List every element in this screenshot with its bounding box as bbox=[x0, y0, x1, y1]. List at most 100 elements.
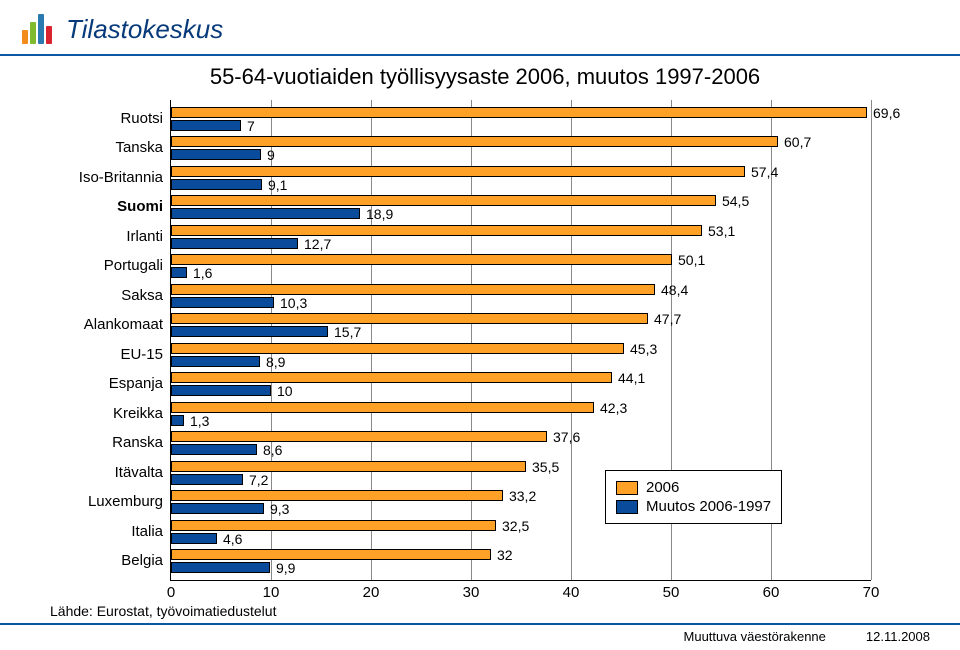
footer: Muuttuva väestörakenne 12.11.2008 bbox=[0, 623, 960, 644]
bar-2006-value: 42,3 bbox=[600, 400, 627, 416]
x-tick-label: 50 bbox=[663, 584, 680, 601]
bar-change bbox=[171, 533, 217, 544]
bar-change bbox=[171, 444, 257, 455]
bar-change-value: 10,3 bbox=[280, 295, 307, 311]
x-tick-label: 60 bbox=[763, 584, 780, 601]
logo-icon bbox=[18, 10, 56, 48]
bar-change bbox=[171, 356, 260, 367]
bar-change bbox=[171, 267, 187, 278]
x-tick-label: 20 bbox=[363, 584, 380, 601]
bar-2006-value: 44,1 bbox=[618, 370, 645, 386]
bar-2006 bbox=[171, 372, 612, 383]
bar-change bbox=[171, 238, 298, 249]
bar-change bbox=[171, 120, 241, 131]
bar-2006-value: 60,7 bbox=[784, 134, 811, 150]
category-label: Irlanti bbox=[43, 223, 163, 251]
bar-change-value: 9 bbox=[267, 147, 275, 163]
bar-2006 bbox=[171, 343, 624, 354]
bar-2006 bbox=[171, 254, 672, 265]
bar-2006-value: 32,5 bbox=[502, 518, 529, 534]
category-label: Espanja bbox=[43, 370, 163, 398]
chart-row: EU-1545,38,9 bbox=[171, 340, 871, 370]
bar-2006 bbox=[171, 549, 491, 560]
chart-row: Iso-Britannia57,49,1 bbox=[171, 163, 871, 193]
chart-row: Tanska60,79 bbox=[171, 134, 871, 164]
category-label: Ranska bbox=[43, 429, 163, 457]
bar-change-value: 1,3 bbox=[190, 413, 209, 429]
bar-2006-value: 35,5 bbox=[532, 459, 559, 475]
category-label: Luxemburg bbox=[43, 488, 163, 516]
bar-2006 bbox=[171, 136, 778, 147]
category-label: Portugali bbox=[43, 252, 163, 280]
bar-change bbox=[171, 149, 261, 160]
bar-2006-value: 53,1 bbox=[708, 223, 735, 239]
category-label: Iso-Britannia bbox=[43, 164, 163, 192]
category-label: Kreikka bbox=[43, 400, 163, 428]
chart-row: Kreikka42,31,3 bbox=[171, 399, 871, 429]
bar-2006-value: 50,1 bbox=[678, 252, 705, 268]
bar-2006-value: 57,4 bbox=[751, 164, 778, 180]
bar-2006 bbox=[171, 107, 867, 118]
category-label: Ruotsi bbox=[43, 105, 163, 133]
bar-2006 bbox=[171, 402, 594, 413]
chart-row: Alankomaat47,715,7 bbox=[171, 311, 871, 341]
category-label: Belgia bbox=[43, 547, 163, 575]
bar-change-value: 4,6 bbox=[223, 531, 242, 547]
legend-label-change: Muutos 2006-1997 bbox=[646, 498, 771, 515]
category-label: Italia bbox=[43, 518, 163, 546]
chart-row: Belgia329,9 bbox=[171, 547, 871, 577]
bar-change-value: 9,1 bbox=[268, 177, 287, 193]
bar-2006-value: 69,6 bbox=[873, 105, 900, 121]
header-divider bbox=[0, 54, 960, 56]
bar-2006-value: 37,6 bbox=[553, 429, 580, 445]
footer-right: 12.11.2008 bbox=[866, 629, 930, 644]
bar-2006 bbox=[171, 461, 526, 472]
legend-swatch-2006 bbox=[616, 481, 638, 495]
chart-row: Espanja44,110 bbox=[171, 370, 871, 400]
chart-row: Portugali50,11,6 bbox=[171, 252, 871, 282]
brand-name: Tilastokeskus bbox=[66, 14, 223, 45]
bar-2006 bbox=[171, 520, 496, 531]
chart-row: Suomi54,518,9 bbox=[171, 193, 871, 223]
bar-2006 bbox=[171, 166, 745, 177]
bar-change-value: 15,7 bbox=[334, 324, 361, 340]
source-text: Lähde: Eurostat, työvoimatiedustelut bbox=[50, 603, 920, 619]
bar-change bbox=[171, 179, 262, 190]
bar-change bbox=[171, 385, 271, 396]
bar-2006-value: 45,3 bbox=[630, 341, 657, 357]
bar-change-value: 7,2 bbox=[249, 472, 268, 488]
bar-change-value: 1,6 bbox=[193, 265, 212, 281]
bar-2006 bbox=[171, 195, 716, 206]
bar-change bbox=[171, 415, 184, 426]
bar-change bbox=[171, 297, 274, 308]
legend-item-change: Muutos 2006-1997 bbox=[616, 498, 771, 515]
bar-change bbox=[171, 208, 360, 219]
category-label: Suomi bbox=[43, 193, 163, 221]
chart-title: 55-64-vuotiaiden työllisyysaste 2006, mu… bbox=[50, 64, 920, 90]
bar-change-value: 8,9 bbox=[266, 354, 285, 370]
bar-change-value: 18,9 bbox=[366, 206, 393, 222]
legend-item-2006: 2006 bbox=[616, 479, 771, 496]
bar-2006-value: 47,7 bbox=[654, 311, 681, 327]
bar-change-value: 12,7 bbox=[304, 236, 331, 252]
chart-plot: 010203040506070Ruotsi69,67Tanska60,79Iso… bbox=[170, 100, 871, 581]
bar-change-value: 9,9 bbox=[276, 560, 295, 576]
chart-row: Ranska37,68,6 bbox=[171, 429, 871, 459]
chart-row: Saksa48,410,3 bbox=[171, 281, 871, 311]
bar-2006 bbox=[171, 490, 503, 501]
x-tick-label: 70 bbox=[863, 584, 880, 601]
chart-row: Irlanti53,112,7 bbox=[171, 222, 871, 252]
bar-2006-value: 48,4 bbox=[661, 282, 688, 298]
bar-2006 bbox=[171, 284, 655, 295]
grid-line bbox=[871, 100, 872, 580]
x-tick-label: 40 bbox=[563, 584, 580, 601]
category-label: EU-15 bbox=[43, 341, 163, 369]
x-tick-label: 10 bbox=[263, 584, 280, 601]
category-label: Alankomaat bbox=[43, 311, 163, 339]
bar-change bbox=[171, 326, 328, 337]
header: Tilastokeskus bbox=[0, 0, 960, 52]
bar-2006 bbox=[171, 431, 547, 442]
legend-swatch-change bbox=[616, 500, 638, 514]
bar-change-value: 7 bbox=[247, 118, 255, 134]
footer-left: Muuttuva väestörakenne bbox=[684, 629, 826, 644]
